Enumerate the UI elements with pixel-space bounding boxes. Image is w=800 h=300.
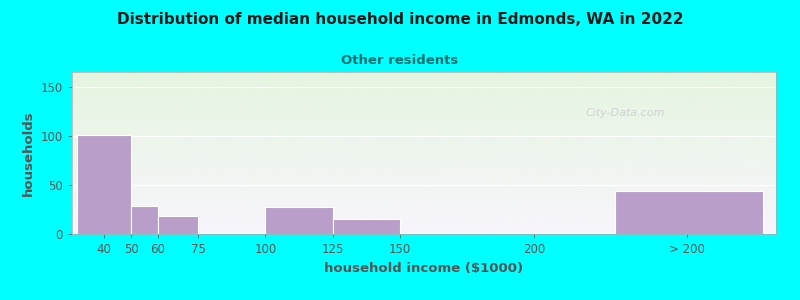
Bar [266,206,333,234]
Y-axis label: households: households [22,110,35,196]
Text: Other residents: Other residents [342,54,458,67]
Bar [78,135,131,234]
Bar [333,219,400,234]
Bar [158,216,198,234]
Bar [614,191,762,234]
X-axis label: household income ($1000): household income ($1000) [325,262,523,275]
Text: City-Data.com: City-Data.com [586,107,666,118]
Bar [131,206,158,234]
Text: Distribution of median household income in Edmonds, WA in 2022: Distribution of median household income … [117,12,683,27]
